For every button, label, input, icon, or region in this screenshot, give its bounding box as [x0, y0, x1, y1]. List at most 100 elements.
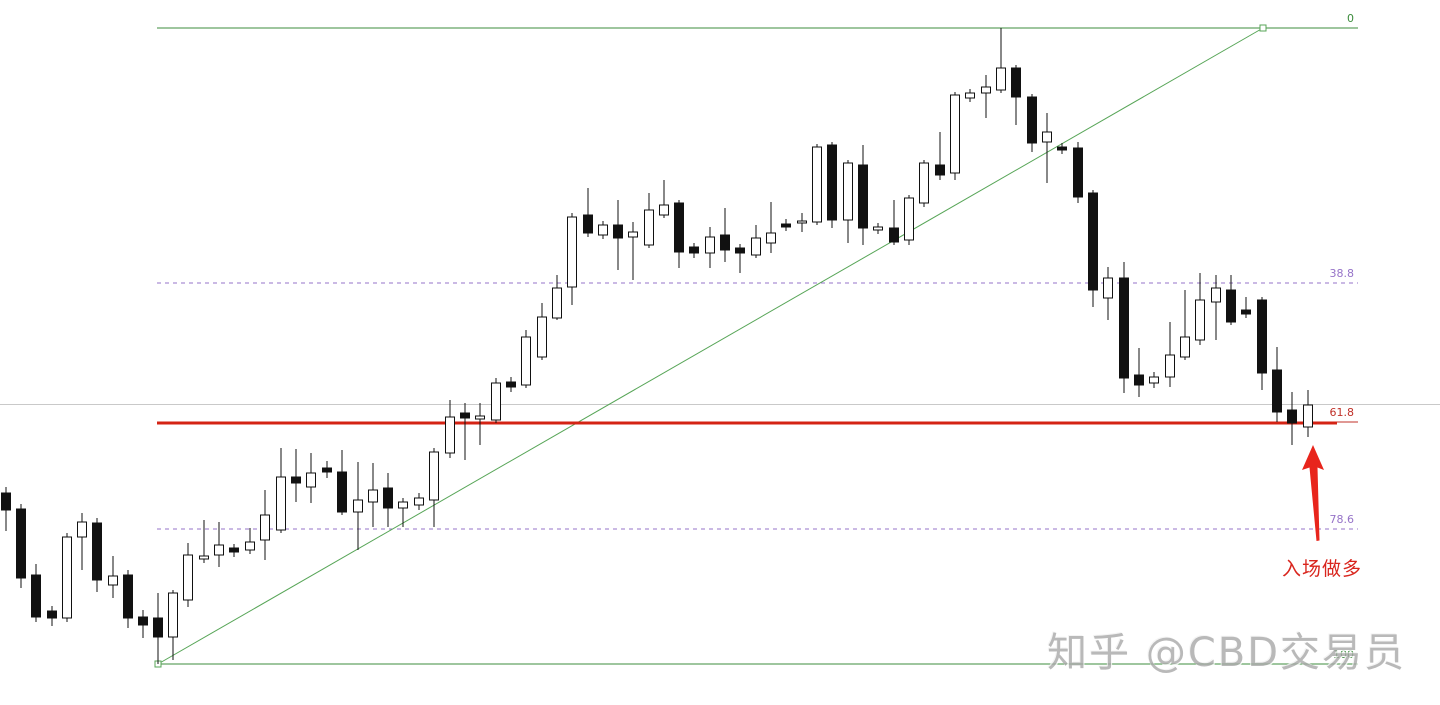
candle-body	[935, 164, 945, 176]
candle-body	[628, 231, 638, 238]
candle-body	[1272, 369, 1282, 413]
candle	[1149, 372, 1159, 388]
candle-body	[613, 224, 623, 239]
candle	[1303, 390, 1313, 437]
candle	[873, 223, 883, 234]
annotation-layer: 入场做多	[1282, 558, 1361, 580]
candle-body	[735, 247, 745, 254]
candle	[889, 200, 899, 245]
candle	[644, 193, 654, 248]
candle-body	[383, 487, 393, 509]
watermark-text: 知乎 @CBD交易员	[1047, 630, 1406, 676]
candle-body	[62, 536, 72, 619]
fib-trendline[interactable]	[157, 27, 1264, 665]
candle-body	[1119, 277, 1129, 379]
candle-body	[644, 209, 654, 246]
candle-body	[858, 164, 868, 229]
candle-body	[398, 501, 408, 509]
candle	[1134, 348, 1144, 397]
candle-body	[981, 86, 991, 94]
candle	[322, 461, 332, 478]
candle	[1, 487, 11, 531]
candle-body	[353, 499, 363, 513]
candle	[214, 522, 224, 567]
candle-body	[214, 544, 224, 556]
candle-body	[199, 555, 209, 560]
candle	[123, 570, 133, 628]
candle	[583, 188, 593, 237]
fibonacci-levels-layer	[157, 27, 1358, 665]
candle	[552, 275, 562, 320]
candle-body	[183, 554, 193, 601]
candle	[613, 200, 623, 270]
candle	[475, 403, 485, 445]
candle-body	[475, 415, 485, 420]
candle-body	[996, 67, 1006, 91]
candle-body	[1088, 192, 1098, 291]
candle	[521, 330, 531, 388]
candle-body	[229, 547, 239, 553]
trendline-layer[interactable]	[154, 24, 1267, 668]
candle-body	[77, 521, 87, 538]
candle	[429, 448, 439, 527]
candle	[414, 493, 424, 510]
candle-body	[1241, 309, 1251, 315]
candle	[306, 453, 316, 503]
candle-body	[491, 382, 501, 421]
candle	[1119, 262, 1129, 393]
candle	[229, 544, 239, 557]
candle	[199, 520, 209, 563]
entry-up-arrow-icon	[1302, 445, 1324, 541]
candle-body	[1149, 376, 1159, 384]
candle	[245, 528, 255, 554]
candle	[567, 213, 577, 305]
candle-body	[720, 234, 730, 251]
candle-body	[1180, 336, 1190, 358]
candle	[16, 504, 26, 588]
candle	[398, 498, 408, 527]
candle-body	[322, 467, 332, 473]
candle-body	[889, 227, 899, 243]
candle-body	[552, 287, 562, 319]
candle	[720, 208, 730, 262]
candle-body	[1042, 131, 1052, 143]
candle	[751, 225, 761, 258]
candle-body	[291, 476, 301, 484]
candle	[812, 144, 822, 225]
candle	[168, 590, 178, 660]
candle-body	[583, 214, 593, 234]
candle	[537, 303, 547, 360]
candle	[950, 92, 960, 180]
candle	[1103, 267, 1113, 320]
candle	[904, 195, 914, 245]
fib-label-38.8: 38.8	[1330, 267, 1355, 280]
candle	[781, 219, 791, 231]
candle	[353, 462, 363, 550]
candle	[1027, 94, 1037, 152]
candle-body	[260, 514, 270, 541]
candle	[965, 89, 975, 102]
candle-body	[1257, 299, 1267, 374]
candle-body	[751, 237, 761, 256]
candle	[827, 142, 837, 228]
candle	[843, 160, 853, 243]
candle	[1211, 275, 1221, 340]
candle-body	[567, 216, 577, 288]
candle	[689, 243, 699, 258]
entry-arrow-layer	[1302, 445, 1324, 541]
candle-body	[337, 471, 347, 513]
candle-body	[521, 336, 531, 386]
trendline-handle-top[interactable]	[1259, 24, 1267, 32]
fib-label-78.6: 78.6	[1330, 513, 1355, 526]
candle-body	[965, 92, 975, 99]
candle-body	[1, 492, 11, 511]
candle-body	[1165, 354, 1175, 378]
candle-body	[306, 472, 316, 488]
candle	[92, 518, 102, 592]
candle-body	[705, 236, 715, 254]
candle-body	[445, 416, 455, 454]
candle	[996, 28, 1006, 93]
candle	[935, 132, 945, 180]
